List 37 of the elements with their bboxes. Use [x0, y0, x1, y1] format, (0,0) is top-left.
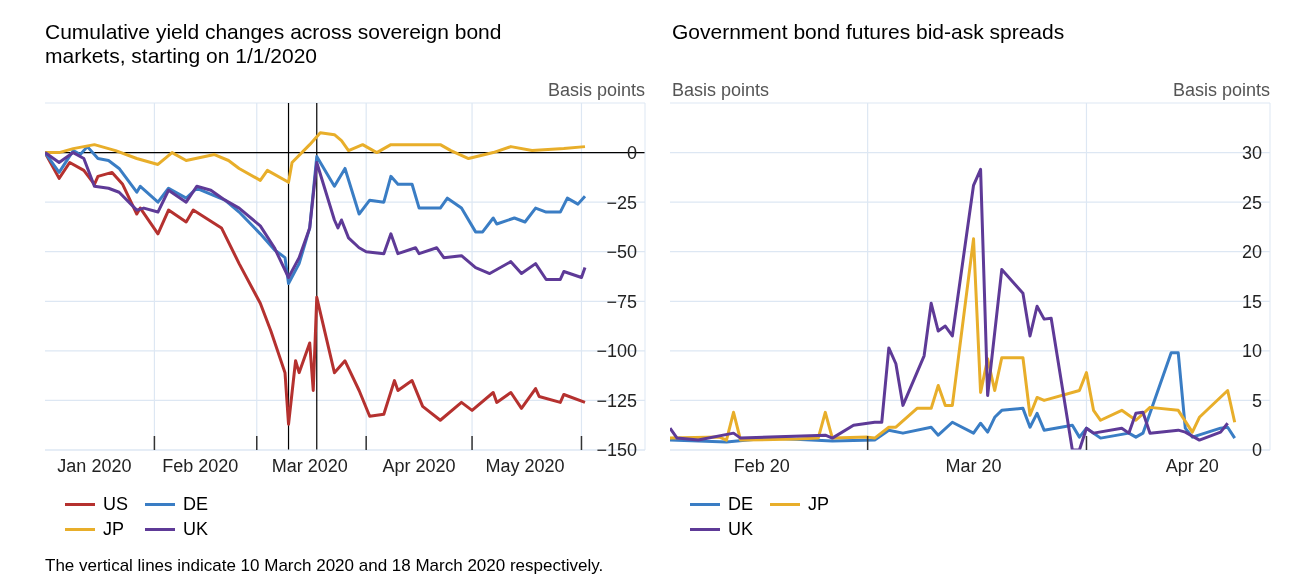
y-tick-label: 5 [1251, 390, 1262, 411]
legend-label: DE [183, 494, 209, 515]
y-tick-label: 0 [1251, 440, 1262, 461]
y-tick-label: −100 [596, 341, 637, 362]
x-tick-label: Feb 2020 [162, 456, 239, 476]
legend-label: JP [808, 494, 830, 515]
legend-label: US [103, 494, 129, 515]
x-tick-label: May 2020 [485, 456, 565, 476]
legend-label: UK [183, 519, 209, 540]
line-series [670, 237, 1237, 442]
text: The vertical lines indicate 10 March 2020 and 18 March 2020 respectively. [45, 556, 604, 576]
chart-title: Cumulative yield changes across sovereign bond markets, starting on 1/1/2020 [45, 20, 503, 68]
y-axis-title: Basis points [547, 80, 645, 101]
x-tick-label: Feb 20 [733, 456, 790, 476]
chart-title: Government bond futures bid-ask spreads [672, 20, 1066, 44]
legend-label: DE [728, 494, 754, 515]
y-tick-label: 25 [1241, 192, 1262, 213]
y-tick-label: −25 [606, 192, 637, 213]
x-tick-label: Apr 20 [1165, 456, 1219, 476]
x-tick-label: Apr 2020 [382, 456, 456, 476]
x-tick-label: Jan 2020 [57, 456, 132, 476]
legend-label: JP [103, 519, 125, 540]
y-tick-label: −50 [606, 242, 637, 263]
x-tick-label: Mar 20 [945, 456, 1002, 476]
x-tick-label: Mar 2020 [271, 456, 348, 476]
y-axis-title: Basis points [1172, 80, 1270, 101]
y-tick-label: −75 [606, 291, 637, 312]
y-tick-label: 30 [1241, 142, 1262, 163]
y-tick-label: 10 [1241, 341, 1262, 362]
y-tick-label: −150 [596, 440, 637, 461]
y-tick-label: 15 [1241, 291, 1262, 312]
y-tick-label: −125 [596, 390, 637, 411]
legend-label: UK [728, 519, 754, 540]
line-series [670, 167, 1230, 450]
y-tick-label: 20 [1241, 242, 1262, 263]
line-series [45, 131, 587, 184]
text: Basis points [672, 80, 770, 101]
